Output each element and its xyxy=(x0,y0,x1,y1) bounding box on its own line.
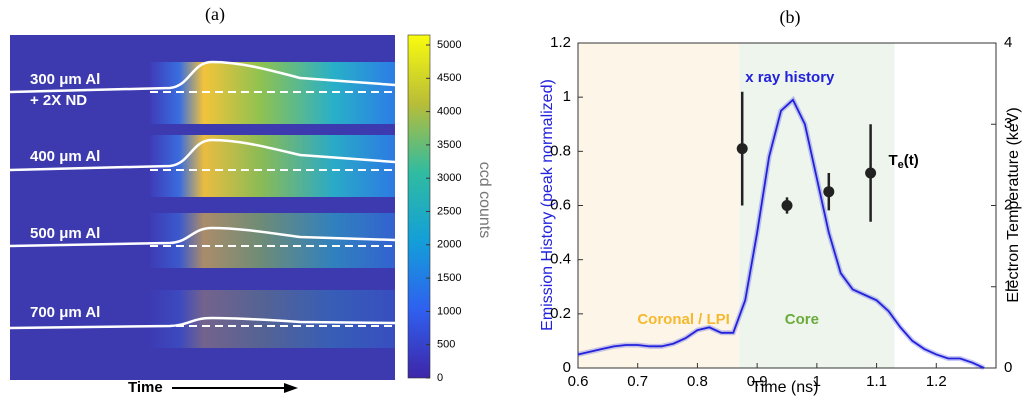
colorbar-tick-label: 2000 xyxy=(437,239,461,251)
y-tick-label: 0.2 xyxy=(550,305,571,322)
y2-tick-label: 2 xyxy=(1004,196,1012,213)
colorbar-tick-label: 1500 xyxy=(437,272,461,284)
y-tick-label: 0.4 xyxy=(550,251,571,268)
x-tick-label: 1 xyxy=(813,373,821,390)
annotation: 700 μm Al xyxy=(30,304,100,321)
y-tick-label: 0.8 xyxy=(550,142,571,159)
figure: (a) 300 μm Al + 2X ND 400 μm Al 500 μm A… xyxy=(0,0,1029,396)
x-tick-label: 1.1 xyxy=(866,373,887,390)
annotation: + 2X ND xyxy=(30,92,87,109)
label-text: T xyxy=(889,152,898,169)
colorbar-tick-label: 2500 xyxy=(437,205,461,217)
x-tick-label: 1.2 xyxy=(926,373,947,390)
panel-title: (b) xyxy=(780,7,801,28)
y2-tick-label: 0 xyxy=(1004,359,1012,376)
y2-tick-label: 3 xyxy=(1004,115,1012,132)
x-tick-label: 0.8 xyxy=(687,373,708,390)
y-tick-label: 0.6 xyxy=(550,196,571,213)
label-suffix: (t) xyxy=(904,152,919,169)
point xyxy=(823,186,834,197)
x-label: Time xyxy=(128,379,163,396)
y-tick-label: 0 xyxy=(563,359,571,376)
y2-tick-label: 4 xyxy=(1004,34,1012,51)
region-label: Coronal / LPI xyxy=(637,311,730,328)
point xyxy=(865,168,876,179)
point-label: Te(t) xyxy=(889,152,919,171)
colorbar-tick-label: 0 xyxy=(437,372,443,384)
colorbar-tick-label: 500 xyxy=(437,339,455,351)
annotation: 400 μm Al xyxy=(30,148,100,165)
annotation: 300 μm Al xyxy=(30,71,100,88)
annotation: 500 μm Al xyxy=(30,225,100,242)
band xyxy=(150,213,395,268)
region-label: Core xyxy=(785,311,819,328)
y-tick-label: 1 xyxy=(563,88,571,105)
band xyxy=(150,290,395,348)
x-tick-label: 0.7 xyxy=(627,373,648,390)
band xyxy=(150,135,395,197)
colorbar xyxy=(408,35,430,378)
colorbar-label: ccd counts xyxy=(476,162,493,238)
panel-title: (a) xyxy=(205,4,225,25)
colorbar-tick-label: 4000 xyxy=(437,105,461,117)
arrow-head xyxy=(284,383,298,393)
colorbar-tick-label: 3000 xyxy=(437,172,461,184)
x-tick-label: 0.9 xyxy=(747,373,768,390)
point xyxy=(782,200,793,211)
y2-tick-label: 1 xyxy=(1004,278,1012,295)
y-tick-label: 1.2 xyxy=(550,34,571,51)
colorbar-tick-label: 5000 xyxy=(437,39,461,51)
colorbar-tick-label: 1000 xyxy=(437,305,461,317)
point xyxy=(737,143,748,154)
series-label: x ray history xyxy=(745,69,835,86)
colorbar-tick-label: 3500 xyxy=(437,139,461,151)
colorbar-tick-label: 4500 xyxy=(437,72,461,84)
